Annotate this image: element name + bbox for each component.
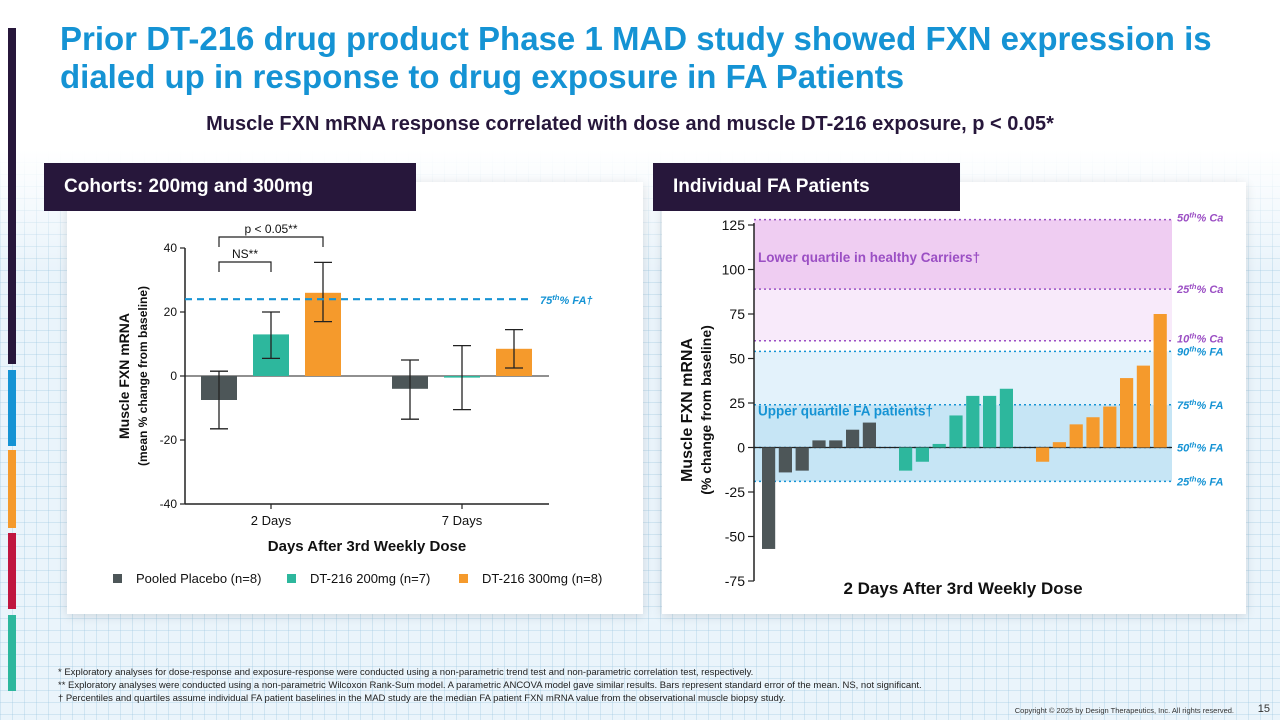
legend-swatch [459,574,468,583]
significance-bracket [218,236,324,247]
y-tick-label: -50 [725,529,745,545]
slide-title: Prior DT-216 drug product Phase 1 MAD st… [60,20,1212,95]
footnote-3: † Percentiles and quartiles assume indiv… [58,693,786,704]
patient-bar [1036,447,1050,462]
accent-bar-1 [8,28,16,364]
y-tick-label: -25 [725,484,745,500]
y-tick-label: 50 [729,351,745,367]
patient-bar [949,415,963,448]
patient-bar [983,395,997,448]
reference-line-label: 25th% Ca [1176,282,1223,296]
copyright-notice: Copyright © 2025 by Design Therapeutics,… [1014,706,1234,715]
patient-bar [762,447,776,549]
x-tick-label: 7 Days [442,513,483,528]
y-tick-label: 0 [737,440,745,456]
patient-bar [1086,417,1100,448]
accent-bar-5 [8,615,16,691]
right-panel-header: Individual FA Patients [653,163,960,211]
y-tick-label: -75 [725,573,745,589]
reference-line-label: 75th% FA [1177,398,1223,412]
legend-label: DT-216 200mg (n=7) [310,571,430,586]
cohort-bar-chart: -40 -20 0 20 40 Muscle FXN mRNA (mean % change… [113,222,602,586]
y-tick-label: 125 [722,217,746,233]
background-band [754,219,1172,290]
background-band [754,289,1172,341]
accent-bar-4 [8,533,16,609]
footnote-1: * Exploratory analyses for dose-response… [58,667,754,678]
reference-line-label: 25th% FA [1176,474,1223,488]
footnotes: * Exploratory analyses for dose-response… [58,666,1158,705]
legend-label: DT-216 300mg (n=8) [482,571,602,586]
y-axis-label-sub: (mean % change from baseline) [136,286,150,466]
x-axis-label: Days After 3rd Weekly Dose [268,538,466,555]
reference-line-label: 75th% FA† [540,293,593,307]
individual-patient-bar-chart: Lower quartile in healthy Carriers† Upper… [679,211,1223,598]
y-tick-label: 100 [722,262,746,278]
patient-bar [899,447,913,471]
reference-line-label: 50th% Ca [1177,211,1223,225]
y-tick-label: 0 [170,369,177,383]
patient-bar [932,443,946,448]
footnote-2: ** Exploratory analyses were conducted u… [58,680,922,691]
background-band [754,340,1172,352]
y-tick-label: 75 [729,306,745,322]
background-band [754,351,1172,405]
x-axis-label: 2 Days After 3rd Weekly Dose [843,579,1082,598]
y-tick-label: 20 [164,305,178,319]
reference-line-label: 10th% Ca [1177,332,1223,346]
patient-bar [999,388,1013,448]
patient-bar [846,429,860,448]
accent-bar-3 [8,450,16,528]
patient-bar [1103,406,1117,448]
y-tick-label: 25 [729,395,745,411]
patient-bar [812,440,826,448]
accent-bar-2 [8,370,16,446]
y-axis-label: Muscle FXN mRNA [116,313,132,439]
patient-bar [1120,378,1134,448]
legend-swatch [287,574,296,583]
significance-bracket [218,261,272,272]
x-tick-label: 2 Days [251,513,292,528]
y-axis-label-sub: (% change from baseline) [698,325,714,495]
reference-line-label: 50th% FA [1177,441,1223,455]
patient-bar [1069,424,1083,448]
patient-bar [1052,442,1066,448]
carrier-band-label: Lower quartile in healthy Carriers† [758,250,980,265]
patient-bar [795,447,809,471]
y-tick-label: -20 [160,433,178,447]
y-tick-label: -40 [160,497,178,511]
significance-label: p < 0.05** [244,222,297,236]
left-panel-header: Cohorts: 200mg and 300mg [44,163,416,211]
page-number: 15 [1257,703,1270,715]
fa-band-label: Upper quartile FA patients† [758,403,933,418]
reference-line-label: 90th% FA [1177,344,1223,358]
patient-bar [862,422,876,448]
patient-bar [778,447,792,473]
patient-bar [1136,365,1150,448]
left-chart-panel [67,182,643,614]
patient-bar [1153,314,1167,448]
patient-bar [966,395,980,448]
patient-bar [915,447,929,462]
y-tick-label: 40 [164,241,178,255]
slide-subtitle: Muscle FXN mRNA response correlated with… [206,113,1054,135]
significance-label: NS** [232,247,258,261]
legend-label: Pooled Placebo (n=8) [136,571,261,586]
y-axis-label: Muscle FXN mRNA [679,338,696,482]
patient-bar [829,440,843,448]
legend-swatch [113,574,122,583]
